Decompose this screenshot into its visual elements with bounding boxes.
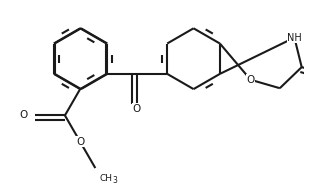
Text: NH: NH — [287, 33, 302, 43]
Text: O: O — [246, 75, 255, 85]
Text: O: O — [20, 110, 28, 120]
Text: O: O — [133, 104, 141, 114]
Text: CH: CH — [99, 174, 112, 183]
Text: O: O — [76, 137, 84, 147]
Text: 3: 3 — [113, 176, 118, 185]
